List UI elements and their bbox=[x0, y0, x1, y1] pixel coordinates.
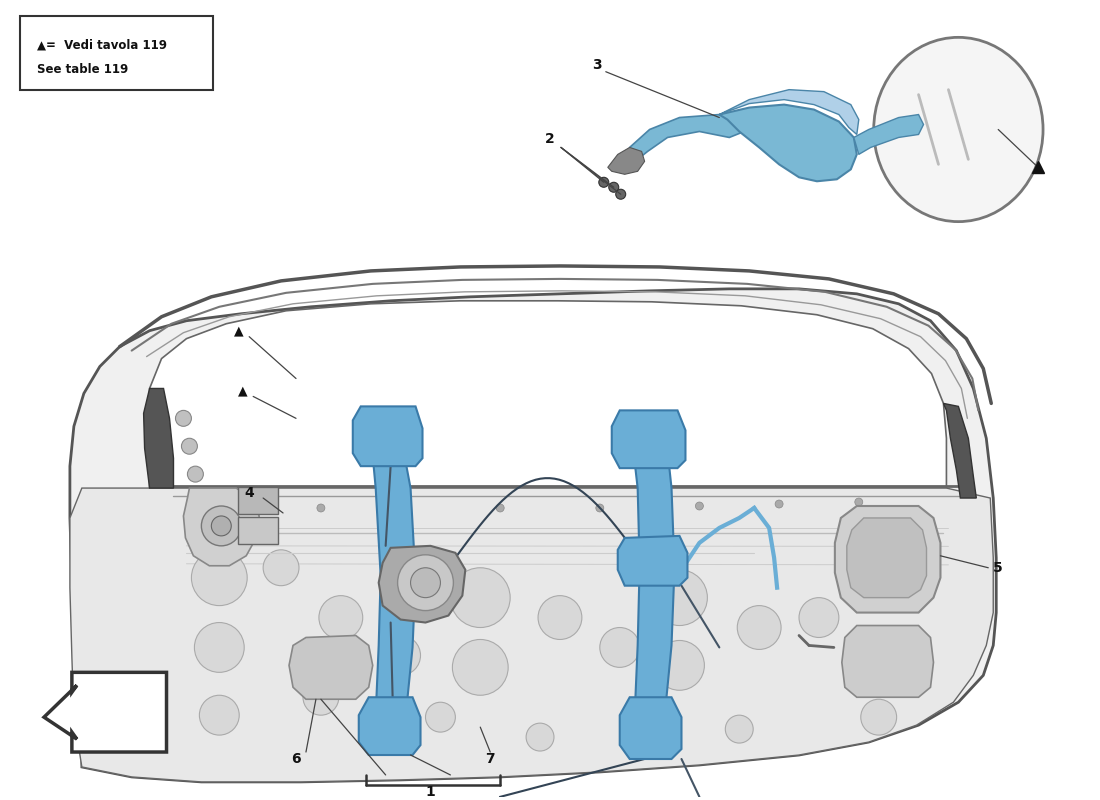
Circle shape bbox=[538, 596, 582, 639]
Circle shape bbox=[263, 550, 299, 586]
Circle shape bbox=[319, 596, 363, 639]
Text: 6: 6 bbox=[292, 752, 300, 766]
Circle shape bbox=[776, 500, 783, 508]
Circle shape bbox=[410, 568, 440, 598]
Circle shape bbox=[199, 695, 239, 735]
Circle shape bbox=[397, 555, 453, 610]
Circle shape bbox=[195, 622, 244, 672]
Text: ▲: ▲ bbox=[239, 384, 248, 397]
Polygon shape bbox=[44, 672, 166, 752]
Polygon shape bbox=[619, 698, 682, 759]
Text: 7: 7 bbox=[485, 752, 495, 766]
Polygon shape bbox=[353, 406, 422, 466]
Polygon shape bbox=[70, 488, 993, 782]
Text: 4: 4 bbox=[244, 486, 254, 500]
Circle shape bbox=[737, 606, 781, 650]
Polygon shape bbox=[144, 389, 174, 488]
Text: europarts: europarts bbox=[220, 461, 641, 535]
Polygon shape bbox=[626, 114, 745, 167]
Circle shape bbox=[725, 715, 754, 743]
Polygon shape bbox=[618, 536, 688, 586]
Polygon shape bbox=[854, 114, 924, 154]
Polygon shape bbox=[289, 635, 373, 699]
Polygon shape bbox=[184, 488, 260, 566]
Circle shape bbox=[799, 598, 839, 638]
Circle shape bbox=[651, 570, 707, 626]
Polygon shape bbox=[150, 301, 946, 488]
Circle shape bbox=[855, 498, 862, 506]
Circle shape bbox=[452, 639, 508, 695]
Circle shape bbox=[381, 635, 420, 675]
Circle shape bbox=[267, 504, 275, 512]
Circle shape bbox=[187, 466, 204, 482]
Polygon shape bbox=[368, 408, 416, 727]
Circle shape bbox=[526, 723, 554, 751]
Ellipse shape bbox=[873, 38, 1043, 222]
Circle shape bbox=[397, 504, 405, 512]
Circle shape bbox=[596, 504, 604, 512]
Polygon shape bbox=[944, 403, 977, 498]
Circle shape bbox=[598, 178, 608, 187]
Polygon shape bbox=[629, 414, 674, 729]
Circle shape bbox=[861, 699, 896, 735]
Circle shape bbox=[201, 506, 241, 546]
Circle shape bbox=[302, 679, 339, 715]
FancyBboxPatch shape bbox=[239, 487, 278, 514]
Circle shape bbox=[191, 550, 248, 606]
Text: 5: 5 bbox=[993, 561, 1003, 574]
Text: See table 119: See table 119 bbox=[37, 63, 129, 76]
Circle shape bbox=[847, 638, 887, 678]
Circle shape bbox=[426, 702, 455, 732]
Circle shape bbox=[608, 182, 618, 192]
Circle shape bbox=[600, 627, 639, 667]
Polygon shape bbox=[612, 410, 685, 468]
Polygon shape bbox=[835, 506, 940, 613]
FancyBboxPatch shape bbox=[239, 517, 278, 544]
Text: 2: 2 bbox=[546, 133, 554, 146]
Polygon shape bbox=[842, 626, 934, 698]
Polygon shape bbox=[378, 546, 465, 622]
Polygon shape bbox=[70, 289, 997, 782]
Circle shape bbox=[616, 190, 626, 199]
Circle shape bbox=[182, 438, 197, 454]
Text: a passion since 1985: a passion since 1985 bbox=[260, 603, 581, 632]
Circle shape bbox=[176, 410, 191, 426]
Polygon shape bbox=[359, 698, 420, 755]
Text: ▲: ▲ bbox=[234, 324, 244, 337]
Polygon shape bbox=[847, 518, 926, 598]
Polygon shape bbox=[608, 147, 645, 174]
Circle shape bbox=[317, 504, 324, 512]
Circle shape bbox=[496, 504, 504, 512]
Polygon shape bbox=[719, 105, 857, 182]
Text: ▲=  Vedi tavola 119: ▲= Vedi tavola 119 bbox=[37, 38, 167, 51]
Circle shape bbox=[626, 721, 653, 749]
Polygon shape bbox=[719, 90, 859, 134]
Text: 3: 3 bbox=[592, 58, 602, 72]
Circle shape bbox=[695, 502, 703, 510]
Circle shape bbox=[654, 641, 704, 690]
Circle shape bbox=[211, 516, 231, 536]
Text: 1: 1 bbox=[426, 785, 436, 799]
Circle shape bbox=[450, 568, 510, 627]
FancyBboxPatch shape bbox=[20, 16, 213, 90]
